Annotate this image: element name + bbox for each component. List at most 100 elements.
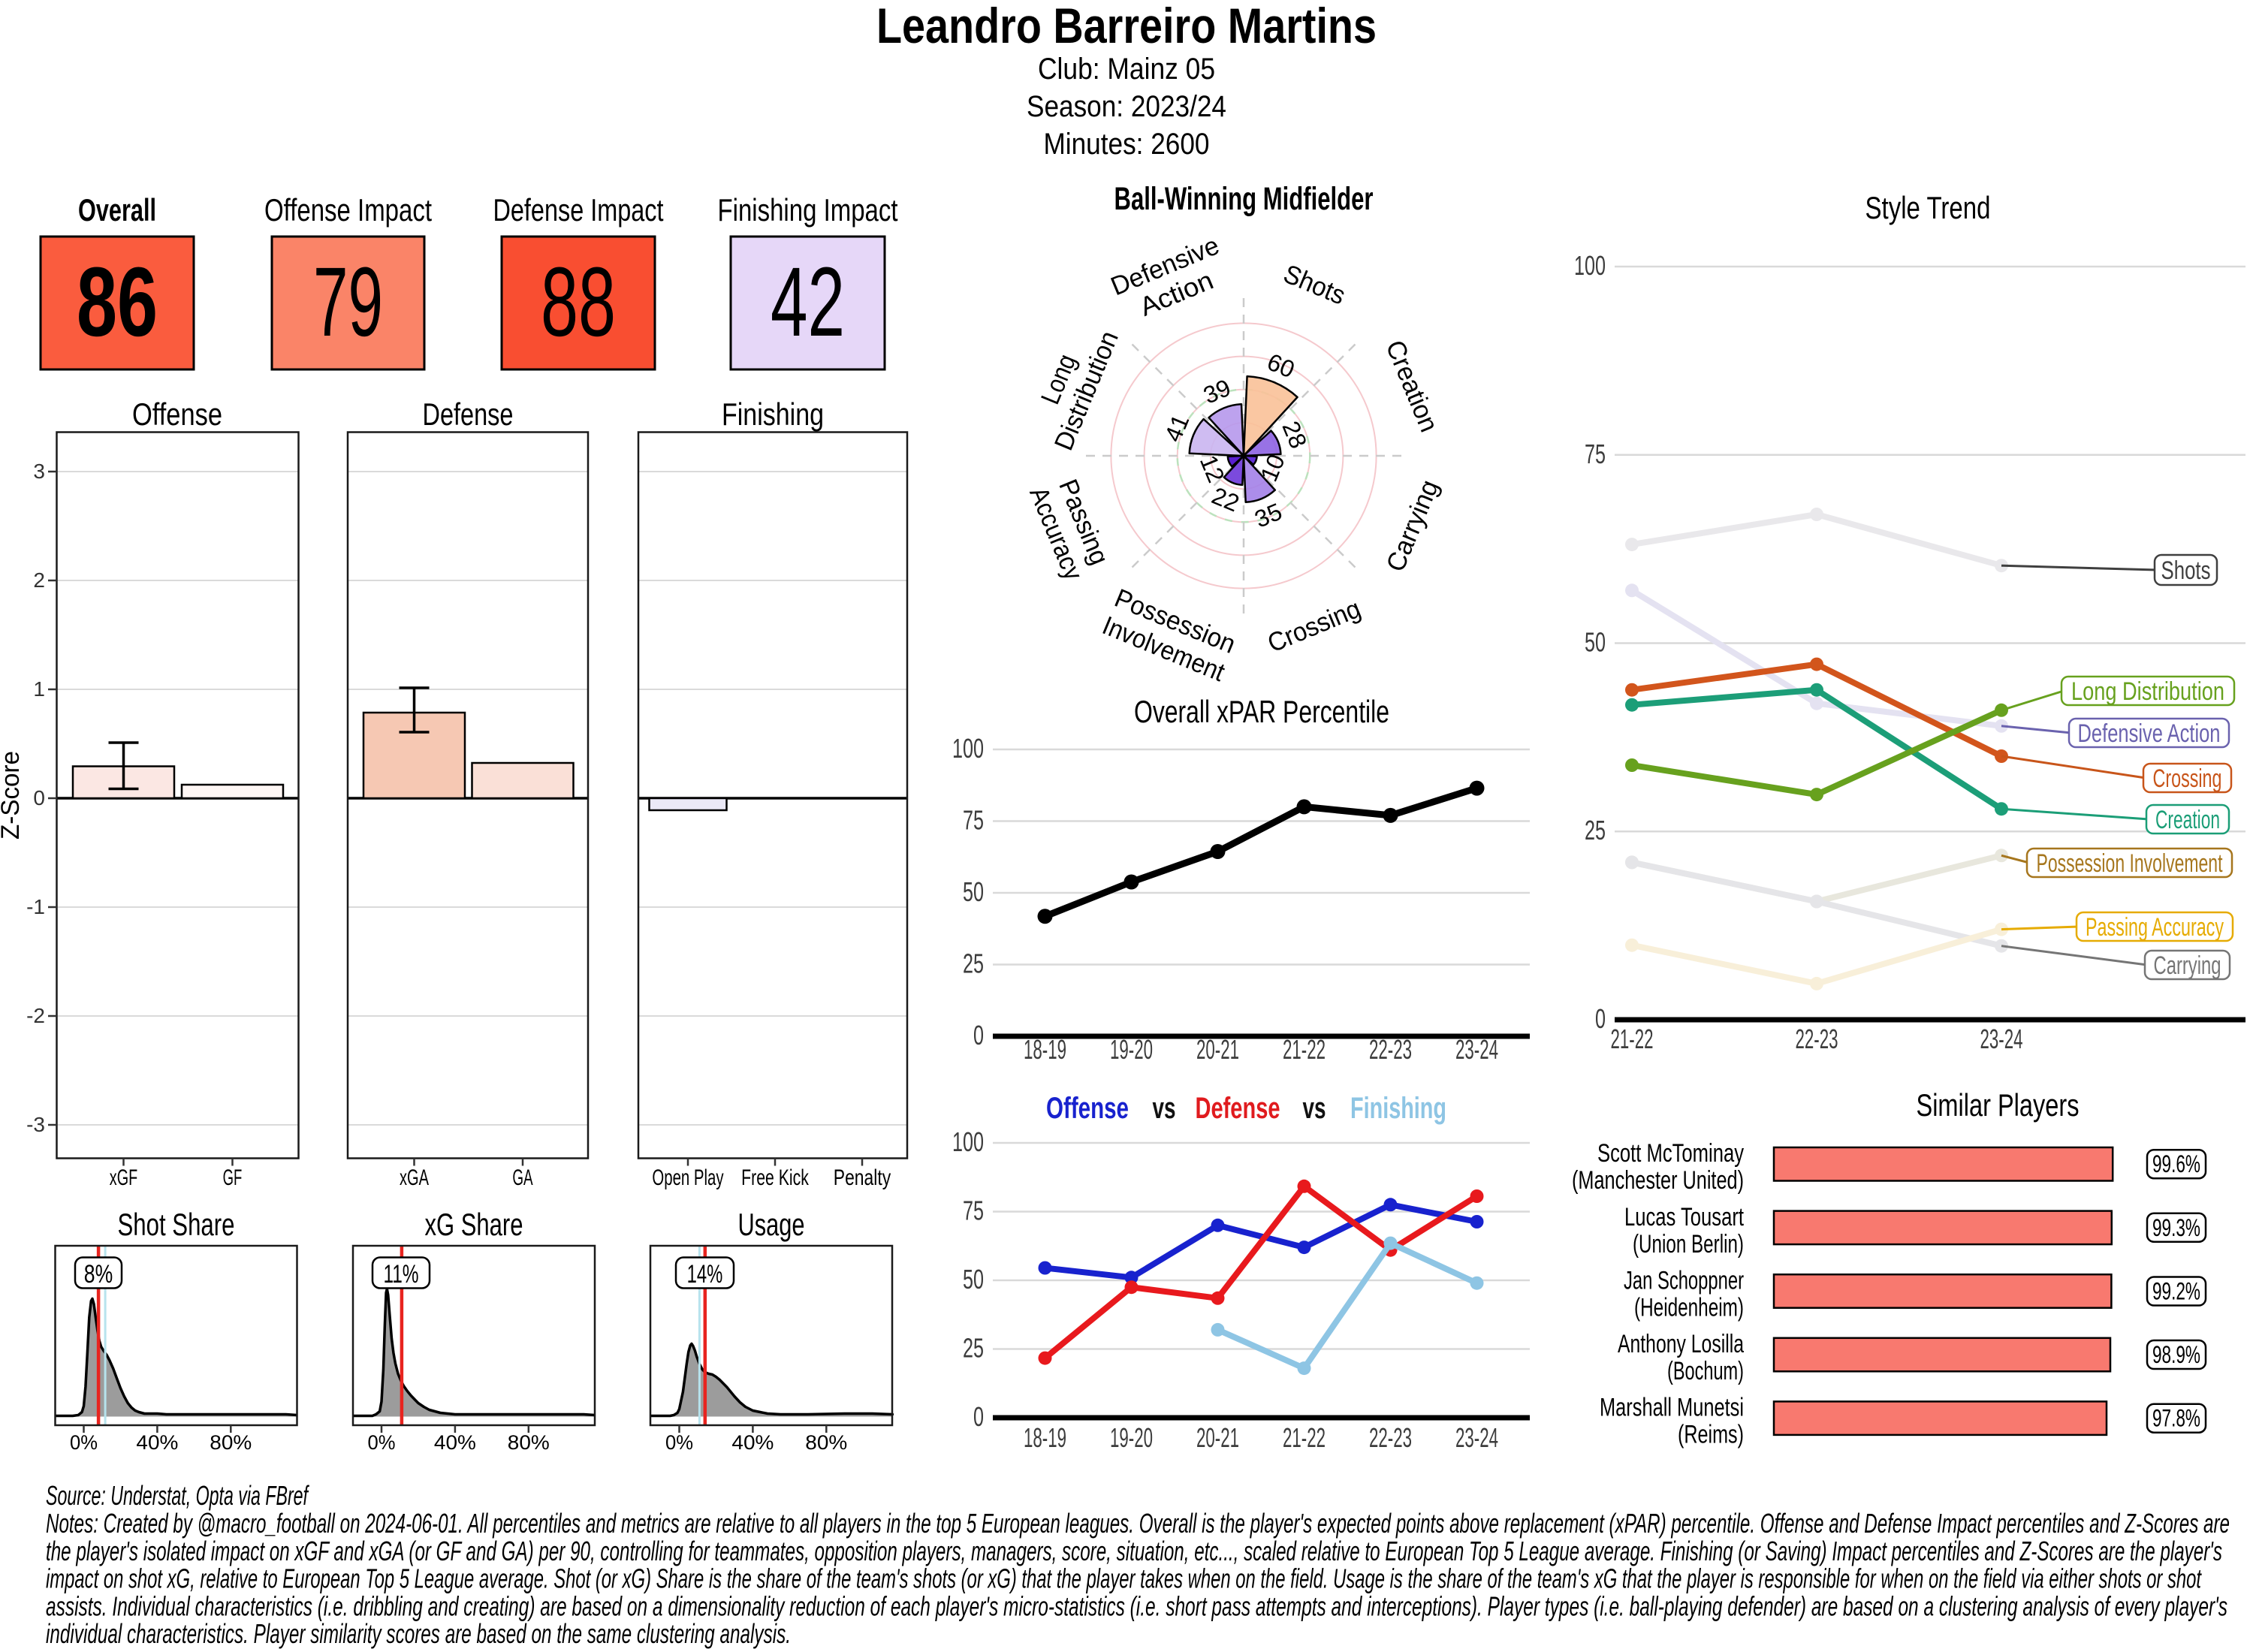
svg-text:21-22: 21-22 — [1283, 1422, 1326, 1453]
svg-text:Style Trend: Style Trend — [1865, 190, 1991, 225]
svg-text:-3: -3 — [26, 1113, 45, 1136]
svg-text:100: 100 — [952, 1126, 984, 1157]
svg-text:50: 50 — [963, 876, 984, 907]
svg-text:(Union Berlin): (Union Berlin) — [1633, 1230, 1744, 1259]
svg-text:19-20: 19-20 — [1110, 1422, 1153, 1453]
svg-text:99.6%: 99.6% — [2152, 1150, 2200, 1177]
svg-text:(Reims): (Reims) — [1678, 1421, 1744, 1449]
svg-text:Lucas Tousart: Lucas Tousart — [1624, 1203, 1744, 1231]
svg-text:42: 42 — [771, 246, 845, 357]
svg-text:Offense: Offense — [1046, 1092, 1129, 1125]
svg-text:50: 50 — [963, 1264, 984, 1295]
svg-text:Jan Schoppner: Jan Schoppner — [1624, 1267, 1744, 1295]
svg-text:19-20: 19-20 — [1110, 1034, 1153, 1065]
svg-text:Scott McTominay: Scott McTominay — [1597, 1139, 1744, 1168]
svg-text:0: 0 — [1595, 1003, 1606, 1034]
svg-text:0: 0 — [973, 1401, 984, 1432]
svg-text:80%: 80% — [210, 1431, 252, 1454]
svg-text:1: 1 — [33, 677, 45, 701]
svg-text:Defense Impact: Defense Impact — [493, 192, 664, 228]
svg-text:Anthony Losilla: Anthony Losilla — [1618, 1330, 1744, 1358]
svg-text:Long Distribution: Long Distribution — [2071, 677, 2224, 706]
svg-text:the player's isolated impact o: the player's isolated impact on xGF and … — [46, 1536, 2222, 1566]
svg-text:21-22: 21-22 — [1611, 1023, 1654, 1054]
svg-text:75: 75 — [1585, 439, 1606, 469]
svg-text:Minutes: 2600: Minutes: 2600 — [1044, 128, 1210, 161]
svg-text:Source: Understat, Opta via FB: Source: Understat, Opta via FBref — [46, 1480, 310, 1511]
svg-text:Z-Score: Z-Score — [0, 751, 25, 840]
svg-text:50: 50 — [1585, 627, 1606, 658]
svg-text:Defense: Defense — [1196, 1092, 1280, 1125]
svg-text:23-24: 23-24 — [1455, 1422, 1498, 1453]
svg-text:2: 2 — [33, 568, 45, 592]
svg-text:40%: 40% — [731, 1431, 774, 1454]
svg-text:Finishing: Finishing — [1350, 1092, 1446, 1125]
svg-text:11%: 11% — [383, 1260, 418, 1289]
svg-text:86: 86 — [77, 246, 158, 357]
svg-text:88: 88 — [541, 246, 616, 357]
svg-text:99.2%: 99.2% — [2152, 1278, 2200, 1305]
svg-text:Finishing: Finishing — [722, 396, 824, 432]
svg-text:0: 0 — [33, 786, 45, 809]
svg-text:0%: 0% — [70, 1431, 98, 1454]
svg-text:Penalty: Penalty — [834, 1165, 891, 1190]
svg-text:23-24: 23-24 — [1455, 1034, 1498, 1065]
svg-text:75: 75 — [963, 1195, 984, 1226]
svg-text:Passing Accuracy: Passing Accuracy — [2086, 913, 2224, 942]
svg-text:Season: 2023/24: Season: 2023/24 — [1027, 90, 1226, 123]
svg-text:100: 100 — [1574, 250, 1606, 281]
svg-text:(Manchester United): (Manchester United) — [1572, 1166, 1744, 1195]
svg-text:Free Kick: Free Kick — [741, 1165, 809, 1190]
svg-text:40%: 40% — [136, 1431, 178, 1454]
svg-text:Defensive Action: Defensive Action — [2078, 719, 2221, 748]
svg-text:-1: -1 — [26, 895, 45, 918]
svg-text:Overall xPAR Percentile: Overall xPAR Percentile — [1134, 694, 1389, 729]
svg-text:GA: GA — [512, 1165, 532, 1190]
svg-text:Similar Players: Similar Players — [1917, 1087, 2080, 1123]
svg-text:20-21: 20-21 — [1196, 1422, 1239, 1453]
svg-text:22-23: 22-23 — [1369, 1034, 1412, 1065]
svg-text:assists. Individual characteri: assists. Individual characteristics (i.e… — [46, 1590, 2227, 1621]
svg-text:18-19: 18-19 — [1024, 1034, 1066, 1065]
svg-text:vs: vs — [1153, 1092, 1176, 1125]
svg-text:18-19: 18-19 — [1024, 1422, 1066, 1453]
svg-text:Ball-Winning Midfielder: Ball-Winning Midfielder — [1114, 181, 1374, 217]
svg-text:0%: 0% — [368, 1431, 396, 1454]
svg-text:Offense Impact: Offense Impact — [264, 192, 432, 228]
svg-text:Open Play: Open Play — [652, 1165, 723, 1190]
svg-text:Shot Share: Shot Share — [118, 1207, 235, 1242]
svg-text:Defense: Defense — [423, 396, 514, 432]
svg-text:8%: 8% — [84, 1260, 113, 1289]
svg-text:98.9%: 98.9% — [2152, 1341, 2200, 1368]
svg-text:-2: -2 — [26, 1004, 45, 1027]
svg-text:Club: Mainz 05: Club: Mainz 05 — [1038, 53, 1215, 86]
svg-text:Shots: Shots — [2161, 556, 2211, 585]
svg-text:Possession Involvement: Possession Involvement — [2037, 849, 2223, 878]
svg-text:25: 25 — [963, 948, 984, 979]
svg-text:Overall: Overall — [78, 192, 156, 228]
svg-text:individual characteristics. Pl: individual characteristics. Player simil… — [46, 1618, 791, 1649]
svg-text:Marshall Munetsi: Marshall Munetsi — [1600, 1394, 1744, 1422]
svg-text:xGA: xGA — [400, 1165, 429, 1190]
svg-text:0: 0 — [973, 1020, 984, 1051]
svg-text:22-23: 22-23 — [1796, 1023, 1838, 1054]
svg-text:3: 3 — [33, 460, 45, 483]
svg-text:23-24: 23-24 — [1980, 1023, 2023, 1054]
svg-text:20-21: 20-21 — [1196, 1034, 1239, 1065]
svg-text:99.3%: 99.3% — [2152, 1214, 2200, 1241]
svg-text:Usage: Usage — [738, 1207, 805, 1242]
svg-text:79: 79 — [313, 246, 383, 357]
svg-text:80%: 80% — [508, 1431, 550, 1454]
svg-text:40%: 40% — [434, 1431, 476, 1454]
svg-text:22-23: 22-23 — [1369, 1422, 1412, 1453]
svg-text:vs: vs — [1303, 1092, 1326, 1125]
svg-text:Creation: Creation — [2155, 806, 2220, 834]
svg-text:75: 75 — [963, 805, 984, 836]
svg-text:Offense: Offense — [132, 396, 222, 432]
svg-text:100: 100 — [952, 733, 984, 764]
svg-text:(Bochum): (Bochum) — [1667, 1357, 1744, 1385]
svg-text:GF: GF — [223, 1165, 243, 1190]
svg-text:14%: 14% — [687, 1260, 723, 1289]
svg-text:Carrying: Carrying — [2154, 951, 2221, 980]
svg-text:97.8%: 97.8% — [2152, 1405, 2200, 1432]
